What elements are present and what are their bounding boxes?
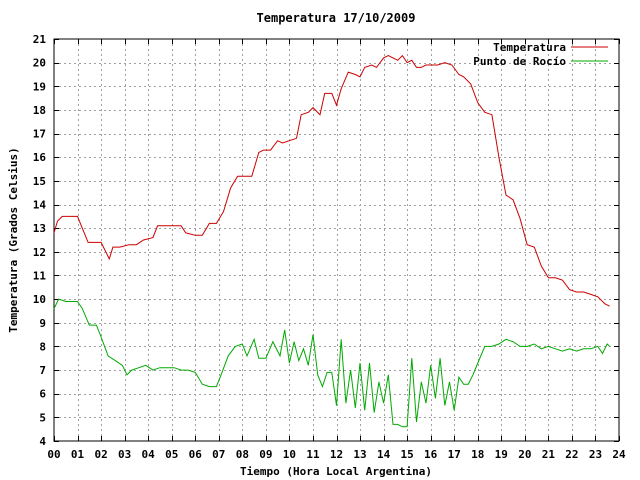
x-tick-label: 22 (565, 448, 578, 461)
y-tick-label: 10 (33, 293, 46, 306)
y-tick-label: 21 (33, 33, 47, 46)
x-axis-label: Tiempo (Hora Local Argentina) (240, 465, 432, 478)
y-tick-label: 17 (33, 128, 46, 141)
x-tick-label: 15 (401, 448, 414, 461)
y-tick-label: 12 (33, 246, 46, 259)
x-tick-label: 00 (47, 448, 60, 461)
x-tick-label: 08 (236, 448, 249, 461)
y-tick-label: 5 (39, 411, 46, 424)
x-tick-label: 12 (330, 448, 343, 461)
y-tick-label: 11 (33, 269, 47, 282)
x-tick-label: 20 (518, 448, 531, 461)
x-tick-label: 21 (542, 448, 556, 461)
x-tick-label: 17 (448, 448, 461, 461)
x-tick-label: 10 (283, 448, 296, 461)
x-tick-label: 19 (495, 448, 508, 461)
x-tick-label: 05 (165, 448, 178, 461)
x-axis-ticks: 00 01 02 03 04 05 06 07 08 09 10 11 12 13 14 15 16 17 18 19… (47, 39, 626, 461)
x-tick-label: 09 (259, 448, 272, 461)
y-tick-label: 4 (39, 435, 46, 448)
x-tick-label: 24 (612, 448, 626, 461)
grid-lines (54, 39, 619, 441)
y-tick-label: 18 (33, 104, 46, 117)
x-tick-label: 13 (353, 448, 366, 461)
y-tick-label: 6 (39, 388, 46, 401)
y-tick-label: 9 (39, 317, 46, 330)
x-tick-label: 04 (142, 448, 156, 461)
chart-title: Temperatura 17/10/2009 (257, 11, 416, 25)
x-tick-label: 18 (471, 448, 484, 461)
y-tick-label: 7 (39, 364, 46, 377)
x-tick-label: 16 (424, 448, 438, 461)
y-tick-label: 8 (39, 340, 46, 353)
legend: Temperatura Punto de Rocío (473, 41, 608, 68)
legend-label-temperatura: Temperatura (493, 41, 566, 54)
y-tick-label: 13 (33, 222, 46, 235)
x-tick-label: 11 (306, 448, 320, 461)
legend-label-punto-de-rocio: Punto de Rocío (473, 55, 566, 68)
y-tick-label: 14 (33, 199, 47, 212)
plot-frame (53, 38, 620, 442)
x-tick-label: 01 (71, 448, 85, 461)
x-tick-label: 02 (94, 448, 107, 461)
x-tick-label: 03 (118, 448, 131, 461)
x-tick-label: 23 (589, 448, 602, 461)
series-line-punto-de-rocio (53, 298, 610, 428)
y-tick-label: 19 (33, 80, 46, 93)
y-tick-label: 20 (33, 57, 46, 70)
y-axis-label: Temperatura (Grados Celsius) (7, 147, 20, 332)
x-tick-label: 06 (189, 448, 203, 461)
y-tick-label: 15 (33, 175, 46, 188)
series-lines (53, 54, 610, 428)
x-tick-label: 14 (377, 448, 391, 461)
series-line-temperatura (53, 54, 610, 307)
x-tick-label: 07 (212, 448, 225, 461)
y-axis-ticks: 4 5 6 7 8 9 10 11 12 13 14 15 16 17 18 19 20 21 (33, 33, 619, 448)
y-tick-label: 16 (33, 151, 47, 164)
